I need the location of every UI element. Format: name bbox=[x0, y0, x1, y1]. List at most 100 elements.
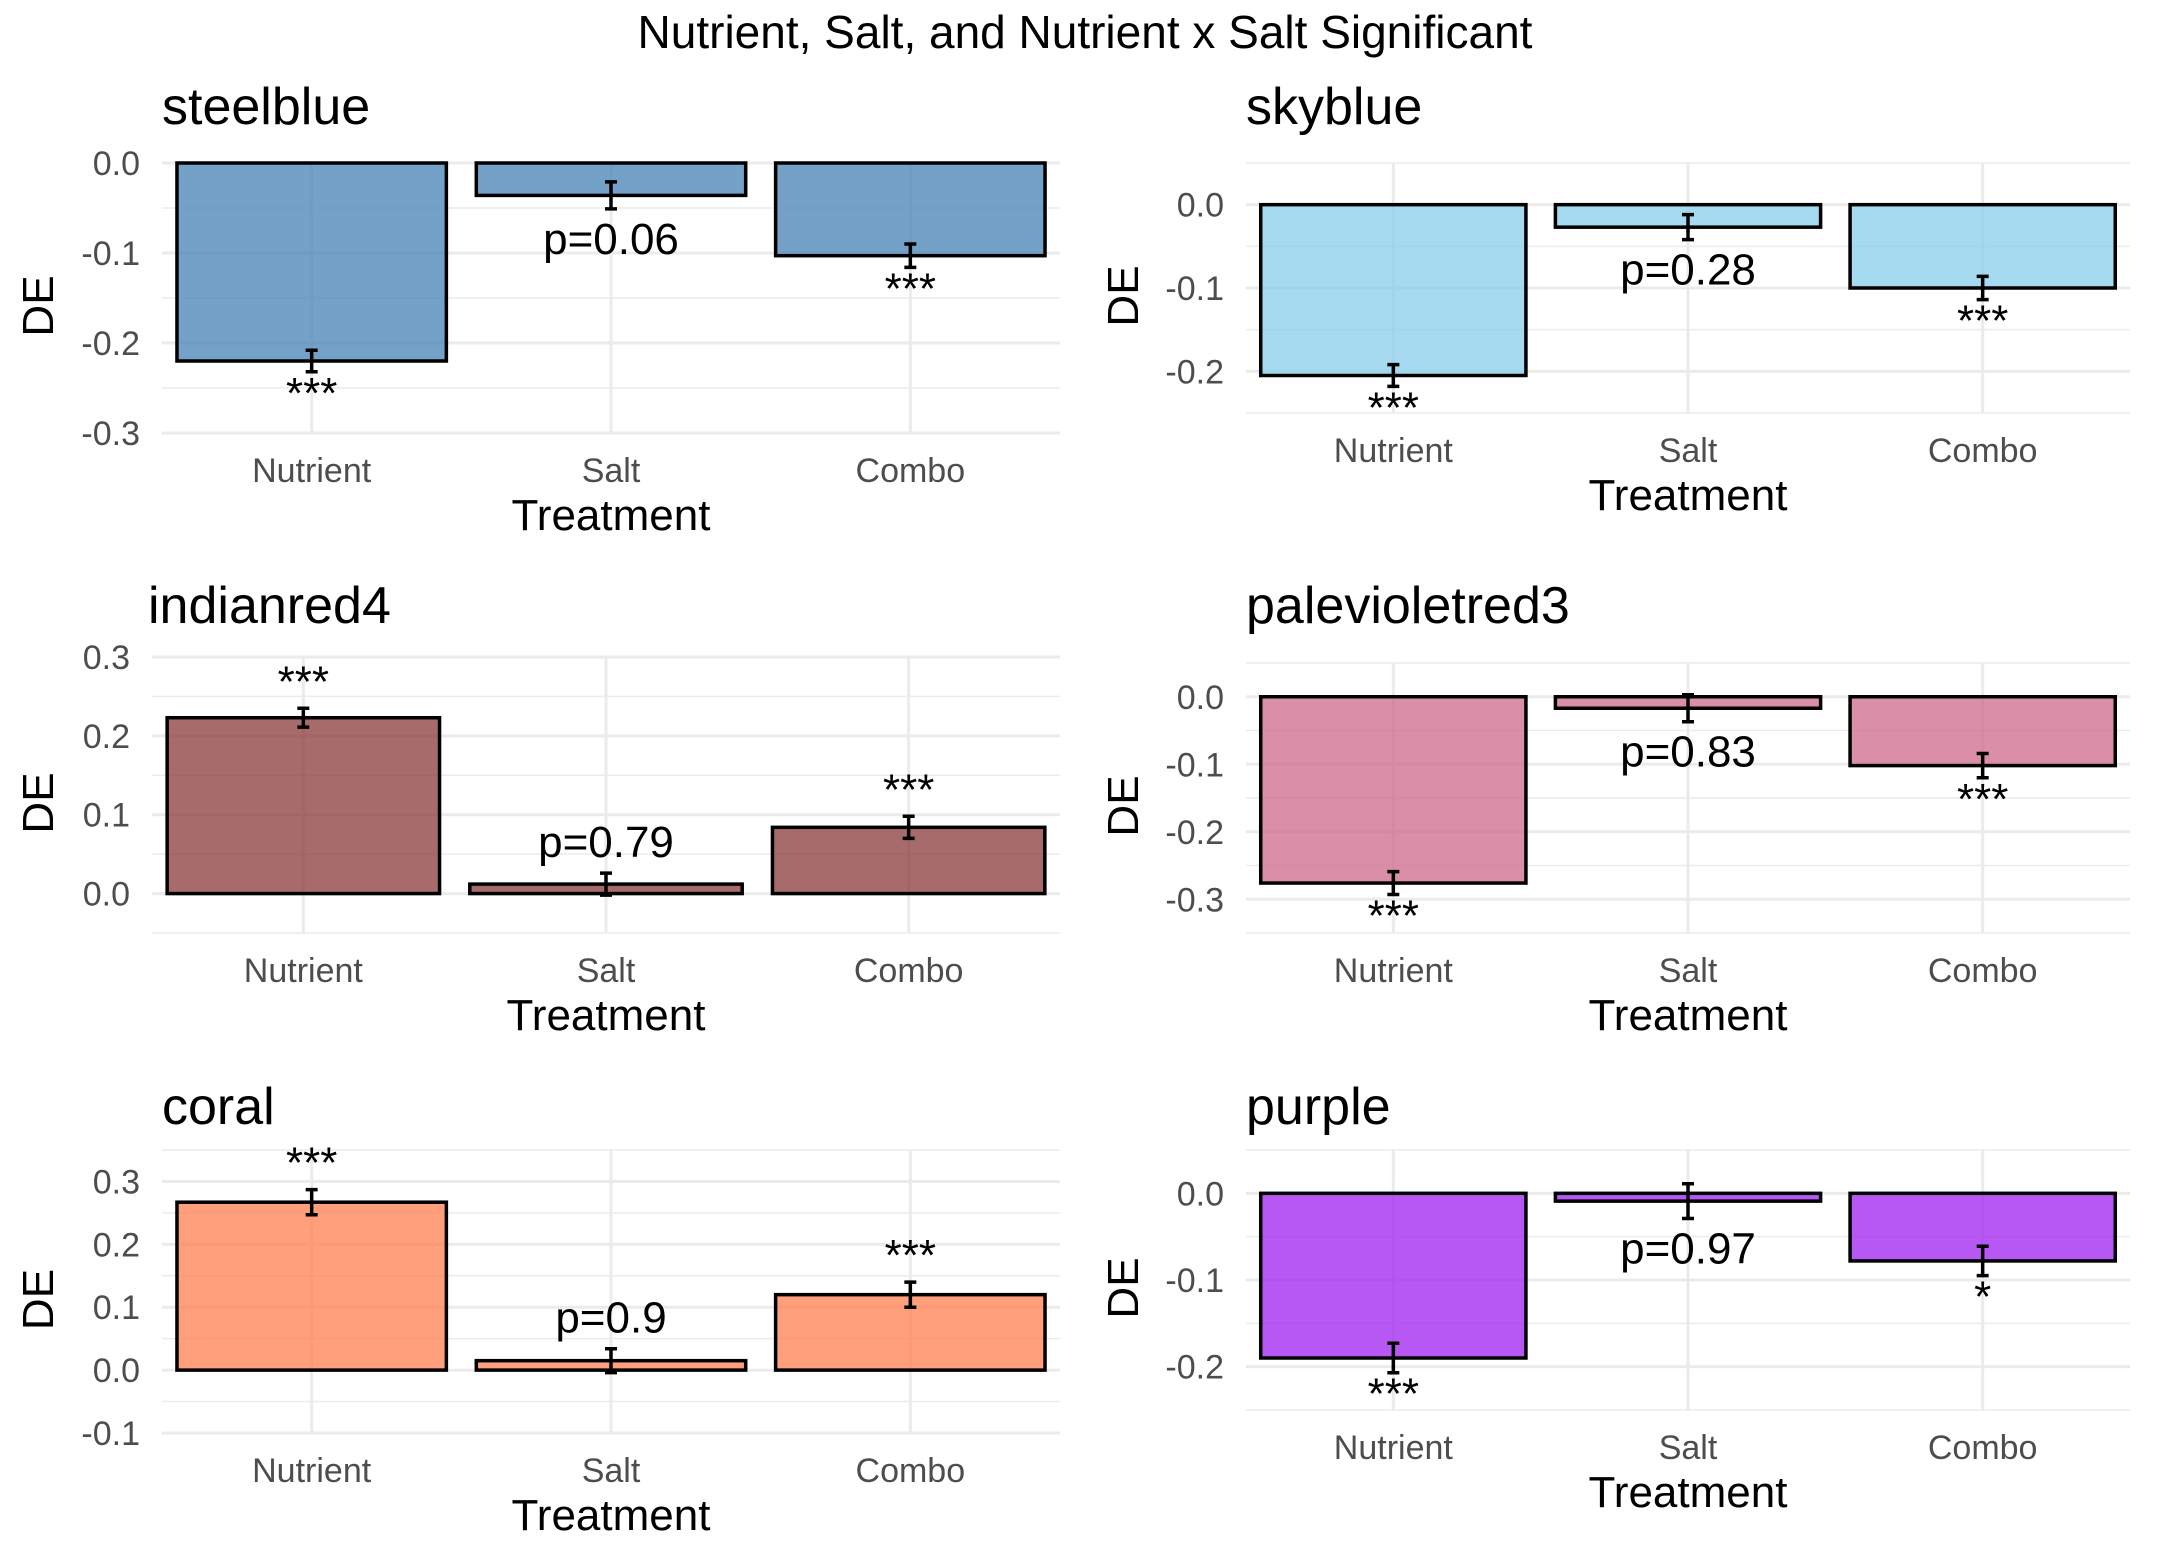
significance-label: * bbox=[1974, 1273, 1991, 1322]
y-tick-label: 0.0 bbox=[1177, 1175, 1224, 1213]
panels: 0.0-0.1-0.2-0.3***Nutrientp=0.06Salt***C… bbox=[14, 78, 2130, 1540]
bar-combo bbox=[773, 161, 1047, 258]
x-tick-label: Combo bbox=[1928, 1429, 2038, 1467]
error-bar bbox=[305, 348, 318, 374]
y-tick-label: -0.2 bbox=[1165, 1349, 1224, 1387]
y-axis-title: DE bbox=[1099, 1257, 1148, 1318]
significance-label: *** bbox=[1368, 892, 1419, 941]
error-bar bbox=[1976, 274, 1989, 302]
y-tick-label: -0.1 bbox=[1165, 270, 1224, 308]
error-bar bbox=[1976, 751, 1989, 780]
y-tick-label: 0.0 bbox=[1177, 187, 1224, 225]
y-axis-title: DE bbox=[1099, 775, 1148, 836]
x-tick-label: Nutrient bbox=[1334, 952, 1454, 990]
significance-label: *** bbox=[885, 1231, 936, 1280]
error-bar bbox=[605, 180, 617, 211]
panel-title: steelblue bbox=[162, 78, 370, 136]
x-tick-label: Nutrient bbox=[1334, 1429, 1454, 1467]
x-tick-label: Salt bbox=[582, 452, 641, 490]
x-axis-title: Treatment bbox=[512, 1491, 711, 1540]
y-tick-label: -0.3 bbox=[1165, 881, 1224, 919]
y-tick-label: 0.0 bbox=[1177, 679, 1224, 717]
x-tick-label: Salt bbox=[1659, 952, 1718, 990]
x-tick-label: Salt bbox=[577, 952, 636, 990]
error-bar bbox=[1682, 212, 1694, 242]
y-tick-label: -0.1 bbox=[81, 235, 140, 273]
x-tick-label: Nutrient bbox=[1334, 432, 1454, 470]
panel-skyblue: 0.0-0.1-0.2***Nutrientp=0.28Salt***Combo… bbox=[1099, 78, 2130, 520]
y-tick-label: -0.2 bbox=[81, 325, 140, 363]
y-tick-label: 0.0 bbox=[93, 145, 140, 183]
y-tick-label: -0.1 bbox=[81, 1415, 140, 1453]
y-tick-label: -0.1 bbox=[1165, 1262, 1224, 1300]
x-axis-title: Treatment bbox=[1589, 471, 1788, 520]
significance-label: *** bbox=[286, 369, 337, 418]
y-axis-title: DE bbox=[14, 275, 63, 336]
panel-coral: 0.3 0.2 0.1 0.0 -0.1 *** Nutrient p=0.9 Salt *** C… bbox=[14, 1078, 1060, 1540]
x-tick-label: Combo bbox=[854, 952, 964, 990]
significance-label: p=0.79 bbox=[538, 818, 674, 867]
error-bar bbox=[904, 242, 917, 270]
bar-combo bbox=[770, 825, 1047, 896]
x-tick-label: Nutrient bbox=[252, 452, 372, 490]
panel-indianred4: 0.3 0.2 0.1 0.0 *** Nutrient p=0.79 Salt *** Comb… bbox=[14, 577, 1060, 1040]
y-tick-label: 0.2 bbox=[83, 718, 130, 756]
error-bar bbox=[1976, 1244, 1989, 1278]
x-tick-label: Combo bbox=[1928, 952, 2038, 990]
x-tick-label: Combo bbox=[856, 452, 966, 490]
significance-label: p=0.9 bbox=[555, 1294, 666, 1343]
significance-label: *** bbox=[1368, 383, 1419, 432]
error-bar bbox=[1387, 1341, 1400, 1375]
bar-nutrient bbox=[1258, 1191, 1528, 1360]
y-tick-label: 0.0 bbox=[93, 1352, 140, 1390]
significance-label: *** bbox=[1368, 1370, 1419, 1419]
x-axis-title: Treatment bbox=[507, 991, 706, 1040]
significance-label: p=0.28 bbox=[1620, 246, 1756, 295]
x-axis-title: Treatment bbox=[512, 491, 711, 540]
x-axis-title: Treatment bbox=[1589, 1468, 1788, 1517]
y-tick-label: 0.3 bbox=[93, 1163, 140, 1201]
y-axis-title: DE bbox=[14, 772, 63, 833]
x-tick-label: Salt bbox=[1659, 432, 1718, 470]
x-tick-label: Nutrient bbox=[244, 952, 364, 990]
error-bar bbox=[1682, 692, 1694, 724]
x-tick-label: Nutrient bbox=[252, 1452, 372, 1490]
significance-label: p=0.97 bbox=[1620, 1224, 1756, 1273]
significance-label: *** bbox=[278, 657, 329, 706]
error-bar bbox=[305, 1187, 318, 1217]
y-tick-label: 0.1 bbox=[93, 1289, 140, 1327]
error-bar bbox=[902, 814, 915, 841]
significance-label: *** bbox=[1957, 297, 2008, 346]
x-tick-label: Combo bbox=[1928, 432, 2038, 470]
bar-nutrient bbox=[175, 1200, 449, 1372]
significance-label: *** bbox=[286, 1139, 337, 1188]
y-tick-label: -0.2 bbox=[1165, 353, 1224, 391]
error-bar bbox=[1682, 1182, 1694, 1221]
panel-title: palevioletred3 bbox=[1246, 577, 1570, 635]
panel-title: purple bbox=[1246, 1078, 1391, 1136]
significance-label: *** bbox=[885, 264, 936, 313]
significance-label: *** bbox=[883, 765, 934, 814]
bar-nutrient bbox=[1258, 202, 1528, 378]
y-tick-label: 0.2 bbox=[93, 1226, 140, 1264]
error-bar bbox=[1387, 869, 1400, 897]
bar-nutrient bbox=[175, 161, 449, 363]
bar-nutrient bbox=[165, 715, 442, 896]
significance-label: p=0.83 bbox=[1620, 728, 1756, 777]
x-axis-title: Treatment bbox=[1589, 991, 1788, 1040]
significance-label: p=0.06 bbox=[543, 215, 679, 264]
x-tick-label: Combo bbox=[856, 1452, 966, 1490]
panel-palevioletred3: 0.0 -0.1 -0.2 -0.3 *** Nutrient p=0.83 Salt *** C… bbox=[1099, 577, 2130, 1040]
panel-purple: 0.0 -0.1 -0.2 *** Nutrient p=0.97 Salt * Combo pu… bbox=[1099, 1078, 2130, 1517]
error-bar bbox=[904, 1280, 917, 1309]
x-tick-label: Salt bbox=[1659, 1429, 1718, 1467]
y-tick-label: -0.2 bbox=[1165, 814, 1224, 852]
y-tick-label: 0.1 bbox=[83, 797, 130, 835]
panel-title: coral bbox=[162, 1078, 275, 1136]
y-tick-label: -0.3 bbox=[81, 415, 140, 453]
error-bar bbox=[600, 871, 612, 897]
significance-label: *** bbox=[1957, 775, 2008, 824]
panel-title: indianred4 bbox=[148, 577, 391, 635]
panel-steelblue: 0.0 -0.1 -0.2 -0.3 *** Nutrient p=0.06 Salt *** C… bbox=[14, 78, 1060, 540]
